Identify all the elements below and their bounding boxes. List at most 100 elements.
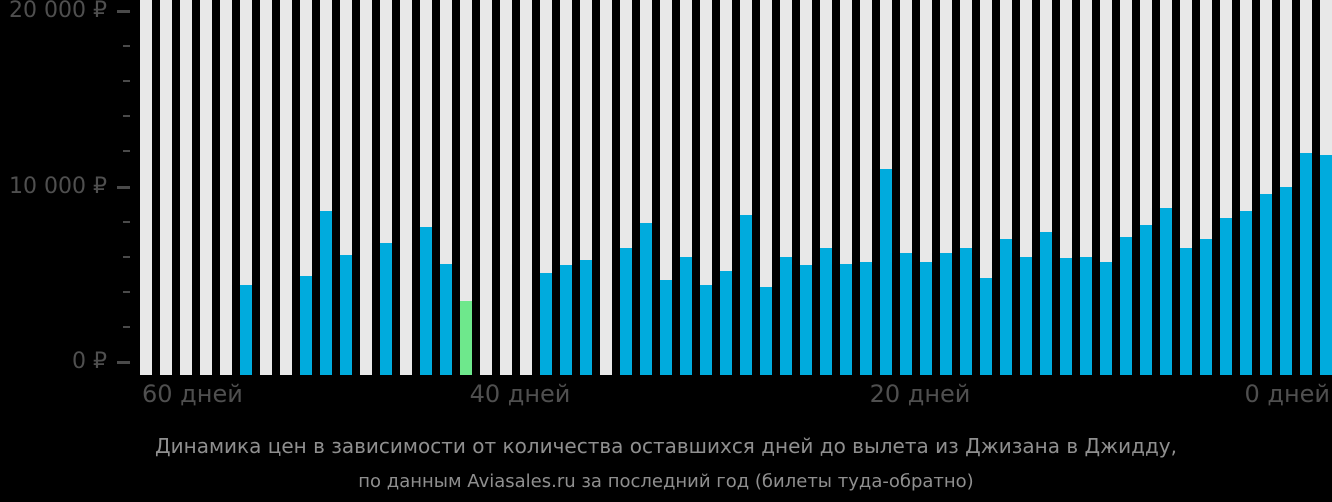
chart-column-day-58[interactable]: [160, 0, 172, 375]
price-bar: [800, 265, 812, 375]
y-axis-minor-tick: [123, 45, 130, 48]
chart-column-day-22[interactable]: [880, 0, 892, 375]
chart-column-day-49[interactable]: [340, 0, 352, 375]
x-axis-label-40-days: 40 дней: [469, 380, 571, 408]
chart-column-day-20[interactable]: [920, 0, 932, 375]
chart-column-day-6[interactable]: [1200, 0, 1212, 375]
price-bar: [1120, 237, 1132, 375]
chart-column-day-7[interactable]: [1180, 0, 1192, 375]
chart-column-day-14[interactable]: [1040, 0, 1052, 375]
bar-track: [600, 0, 612, 375]
chart-column-day-39[interactable]: [540, 0, 552, 375]
price-bar: [380, 242, 392, 375]
chart-column-day-25[interactable]: [820, 0, 832, 375]
chart-column-day-21[interactable]: [900, 0, 912, 375]
chart-column-day-41[interactable]: [500, 0, 512, 375]
chart-column-day-42[interactable]: [480, 0, 492, 375]
price-bar: [540, 272, 552, 375]
chart-column-day-35[interactable]: [620, 0, 632, 375]
price-bar: [760, 286, 772, 375]
price-bar: [700, 284, 712, 375]
price-bar: [840, 263, 852, 375]
chart-column-day-15[interactable]: [1020, 0, 1032, 375]
chart-column-day-18[interactable]: [960, 0, 972, 375]
chart-column-day-5[interactable]: [1220, 0, 1232, 375]
price-bar: [1220, 218, 1232, 375]
price-bar: [780, 256, 792, 375]
chart-column-day-57[interactable]: [180, 0, 192, 375]
price-bar: [1320, 154, 1332, 375]
price-bar: [980, 277, 992, 375]
chart-column-day-43[interactable]: [460, 0, 472, 375]
bar-track: [240, 0, 252, 375]
chart-column-day-13[interactable]: [1060, 0, 1072, 375]
price-bar: [960, 247, 972, 375]
chart-column-day-29[interactable]: [740, 0, 752, 375]
chart-column-day-37[interactable]: [580, 0, 592, 375]
chart-column-day-27[interactable]: [780, 0, 792, 375]
chart-column-day-30[interactable]: [720, 0, 732, 375]
bar-track: [200, 0, 212, 375]
chart-column-day-46[interactable]: [400, 0, 412, 375]
price-bar: [720, 270, 732, 375]
price-bar: [1260, 193, 1272, 375]
chart-column-day-59[interactable]: [140, 0, 152, 375]
bar-track: [360, 0, 372, 375]
chart-column-day-24[interactable]: [840, 0, 852, 375]
chart-column-day-26[interactable]: [800, 0, 812, 375]
chart-column-day-17[interactable]: [980, 0, 992, 375]
chart-column-day-55[interactable]: [220, 0, 232, 375]
bar-track: [220, 0, 232, 375]
chart-column-day-12[interactable]: [1080, 0, 1092, 375]
price-bar: [920, 261, 932, 375]
chart-column-day-16[interactable]: [1000, 0, 1012, 375]
price-bar: [880, 168, 892, 375]
chart-column-day-51[interactable]: [300, 0, 312, 375]
chart-column-day-4[interactable]: [1240, 0, 1252, 375]
price-bar: [740, 214, 752, 375]
chart-column-day-52[interactable]: [280, 0, 292, 375]
chart-column-day-38[interactable]: [560, 0, 572, 375]
chart-column-day-32[interactable]: [680, 0, 692, 375]
price-bar: [640, 223, 652, 375]
chart-column-day-31[interactable]: [700, 0, 712, 375]
chart-column-day-11[interactable]: [1100, 0, 1112, 375]
chart-column-day-45[interactable]: [420, 0, 432, 375]
chart-column-day-54[interactable]: [240, 0, 252, 375]
chart-column-day-44[interactable]: [440, 0, 452, 375]
x-axis-label-60-days: 60 дней: [142, 380, 243, 408]
chart-column-day-3[interactable]: [1260, 0, 1272, 375]
chart-column-day-56[interactable]: [200, 0, 212, 375]
y-axis-major-tick: [117, 185, 130, 189]
price-bar: [660, 279, 672, 375]
chart-column-day-23[interactable]: [860, 0, 872, 375]
chart-column-day-0[interactable]: [1320, 0, 1332, 375]
chart-column-day-28[interactable]: [760, 0, 772, 375]
chart-column-day-50[interactable]: [320, 0, 332, 375]
price-bar: [680, 256, 692, 375]
chart-column-day-9[interactable]: [1140, 0, 1152, 375]
chart-column-day-53[interactable]: [260, 0, 272, 375]
chart-column-day-8[interactable]: [1160, 0, 1172, 375]
y-axis-minor-tick: [123, 150, 130, 153]
chart-column-day-19[interactable]: [940, 0, 952, 375]
chart-column-day-48[interactable]: [360, 0, 372, 375]
price-bar: [1040, 232, 1052, 375]
chart-column-day-47[interactable]: [380, 0, 392, 375]
price-bar: [340, 254, 352, 375]
chart-column-day-33[interactable]: [660, 0, 672, 375]
price-bar: [300, 276, 312, 375]
chart-column-day-2[interactable]: [1280, 0, 1292, 375]
chart-column-day-36[interactable]: [600, 0, 612, 375]
chart-column-day-1[interactable]: [1300, 0, 1312, 375]
chart-column-day-10[interactable]: [1120, 0, 1132, 375]
price-bar: [1020, 256, 1032, 375]
chart-column-day-40[interactable]: [520, 0, 532, 375]
chart-column-day-34[interactable]: [640, 0, 652, 375]
price-bar: [420, 226, 432, 375]
y-axis-minor-tick: [123, 220, 130, 223]
y-axis-minor-tick: [123, 80, 130, 83]
y-axis-label: 0 ₽: [72, 349, 107, 374]
bar-track: [180, 0, 192, 375]
